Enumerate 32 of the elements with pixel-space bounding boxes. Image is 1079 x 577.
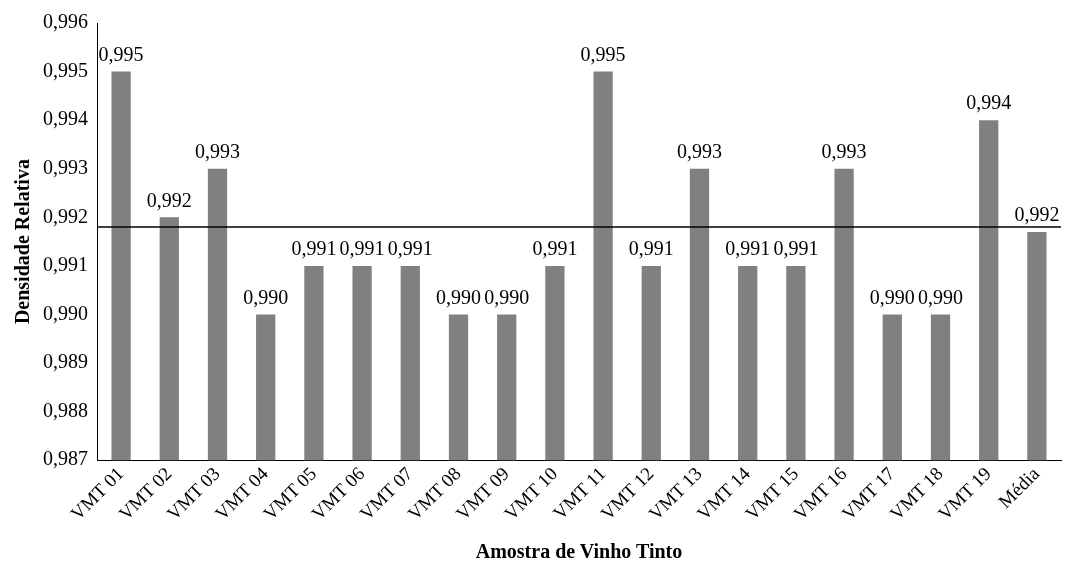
y-tick-label: 0,987 xyxy=(43,447,88,470)
y-tick-label: 0,994 xyxy=(43,107,88,130)
data-label: 0,990 xyxy=(436,285,481,308)
data-label: 0,992 xyxy=(1014,203,1060,226)
data-label: 0,991 xyxy=(339,237,385,260)
data-label: 0,990 xyxy=(484,285,530,308)
data-label: 0,991 xyxy=(387,237,433,260)
data-label: 0,991 xyxy=(291,237,337,260)
data-label: 0,993 xyxy=(677,139,722,162)
data-label: 0,990 xyxy=(243,285,289,308)
data-label: 0,993 xyxy=(821,139,867,162)
y-tick-label: 0,995 xyxy=(43,58,88,81)
y-tick-label: 0,993 xyxy=(43,155,88,178)
y-tick-label: 0,988 xyxy=(43,398,88,421)
data-label: 0,991 xyxy=(532,237,578,260)
data-label: 0,990 xyxy=(918,285,963,308)
data-label: 0,992 xyxy=(146,188,192,211)
y-axis-title: Densidade Relativa xyxy=(11,159,34,325)
y-tick-label: 0,991 xyxy=(43,253,88,276)
x-axis-title: Amostra de Vinho Tinto xyxy=(475,540,683,563)
y-tick-label: 0,992 xyxy=(43,204,88,227)
data-label: 0,995 xyxy=(580,42,626,65)
data-label: 0,991 xyxy=(628,237,674,260)
y-tick-label: 0,996 xyxy=(43,10,88,33)
data-label: 0,991 xyxy=(773,237,819,260)
data-label: 0,990 xyxy=(869,285,915,308)
data-label: 0,991 xyxy=(725,237,771,260)
y-tick-label: 0,989 xyxy=(43,350,88,373)
data-label: 0,995 xyxy=(98,42,144,65)
data-label: 0,994 xyxy=(966,91,1012,114)
data-label: 0,993 xyxy=(195,139,240,162)
y-tick-label: 0,990 xyxy=(43,301,88,324)
